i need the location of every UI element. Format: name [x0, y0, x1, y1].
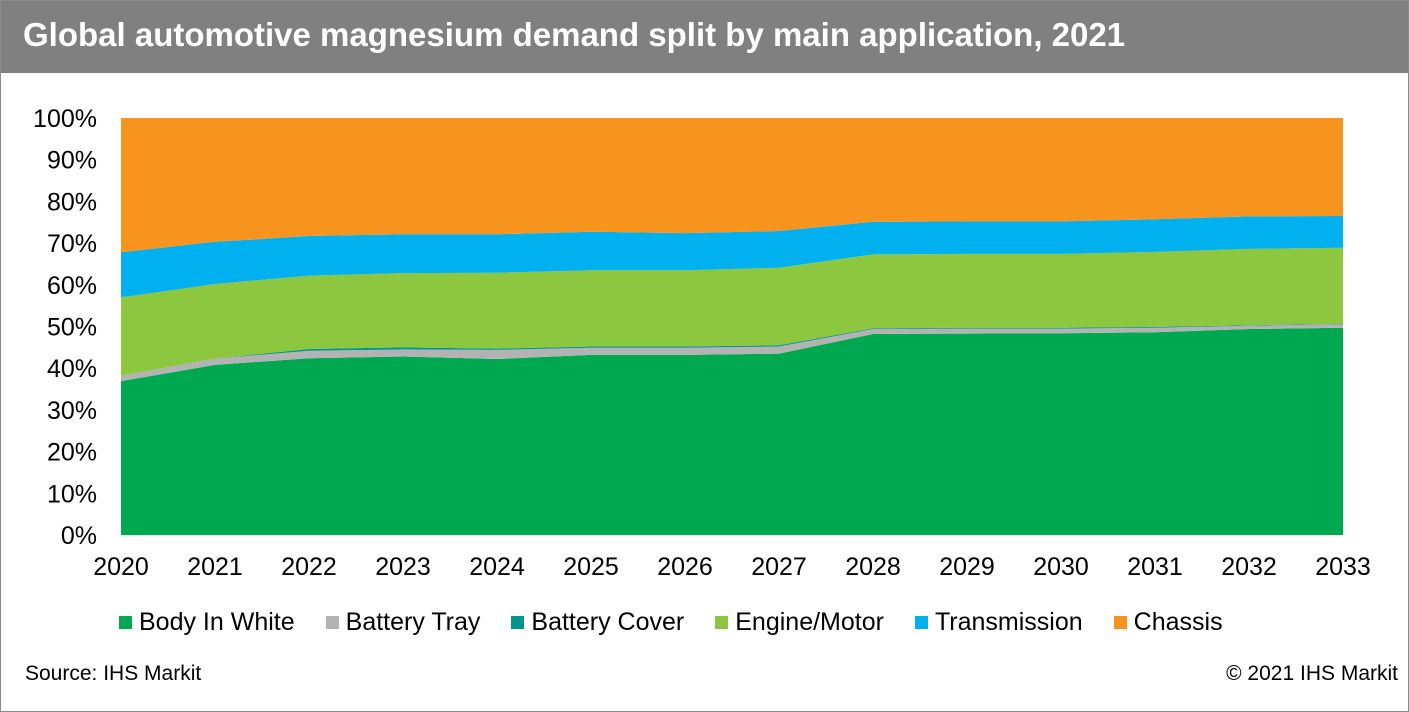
- x-tick-label: 2027: [751, 553, 807, 581]
- y-tick-label: 70%: [47, 230, 97, 258]
- x-tick-label: 2025: [563, 553, 619, 581]
- x-tick-label: 2020: [93, 553, 149, 581]
- y-tick-label: 90%: [47, 147, 97, 175]
- x-tick-label: 2022: [281, 553, 337, 581]
- legend-item: Engine/Motor: [715, 608, 884, 637]
- y-tick-label: 80%: [47, 188, 97, 216]
- legend-swatch: [914, 616, 928, 629]
- x-tick-label: 2029: [939, 553, 995, 581]
- legend-label: Chassis: [1133, 608, 1223, 636]
- legend-label: Engine/Motor: [735, 608, 884, 636]
- legend-swatch: [325, 616, 339, 629]
- y-tick-label: 40%: [47, 355, 97, 383]
- y-tick-label: 20%: [47, 439, 97, 467]
- area-series-battery-cover: [121, 324, 1343, 376]
- copyright-note: © 2021 IHS Markit: [1226, 662, 1398, 685]
- legend-item: Body In White: [119, 608, 295, 637]
- x-tick-label: 2028: [845, 553, 901, 581]
- legend-swatch: [1113, 616, 1127, 629]
- area-series-battery-tray: [121, 324, 1343, 382]
- legend-label: Battery Cover: [531, 608, 685, 636]
- y-tick-label: 0%: [61, 522, 97, 550]
- area-series-chassis: [121, 118, 1343, 253]
- x-tick-label: 2033: [1315, 553, 1371, 581]
- chart-title: Global automotive magnesium demand split…: [23, 16, 1126, 53]
- legend-item: Battery Cover: [511, 608, 684, 637]
- legend-item: Battery Tray: [325, 608, 481, 637]
- legend-label: Transmission: [934, 608, 1083, 636]
- legend-swatch: [715, 616, 729, 629]
- area-series-engine-motor: [121, 247, 1343, 376]
- legend-swatch: [511, 616, 525, 629]
- y-tick-label: 10%: [47, 480, 97, 508]
- x-tick-label: 2021: [187, 553, 243, 581]
- title-bar: Global automotive magnesium demand split…: [1, 1, 1408, 73]
- x-tick-label: 2032: [1221, 553, 1277, 581]
- legend-label: Battery Tray: [345, 608, 481, 636]
- legend-swatch: [119, 616, 132, 629]
- y-tick-label: 100%: [33, 105, 97, 133]
- x-tick-label: 2031: [1127, 553, 1183, 581]
- legend-label: Body In White: [139, 608, 295, 636]
- source-note: Source: IHS Markit: [25, 662, 202, 685]
- stacked-area-chart: 0% 10% 20% 30% 40% 50% 60% 70% 80% 90% 100% 2020 202…: [33, 105, 1371, 581]
- x-tick-label: 2026: [657, 553, 713, 581]
- y-tick-label: 30%: [47, 397, 97, 425]
- y-tick-label: 60%: [47, 272, 97, 300]
- chart-legend: Body In White Battery Tray Battery Cover En…: [119, 608, 1254, 637]
- x-tick-label: 2024: [469, 553, 525, 581]
- legend-item: Transmission: [914, 608, 1083, 637]
- area-series-transmission: [121, 216, 1343, 298]
- x-tick-label: 2030: [1033, 553, 1089, 581]
- area-series-body-in-white: [121, 327, 1343, 535]
- legend-item: Chassis: [1113, 608, 1223, 637]
- x-tick-label: 2023: [375, 553, 431, 581]
- y-tick-label: 50%: [47, 314, 97, 342]
